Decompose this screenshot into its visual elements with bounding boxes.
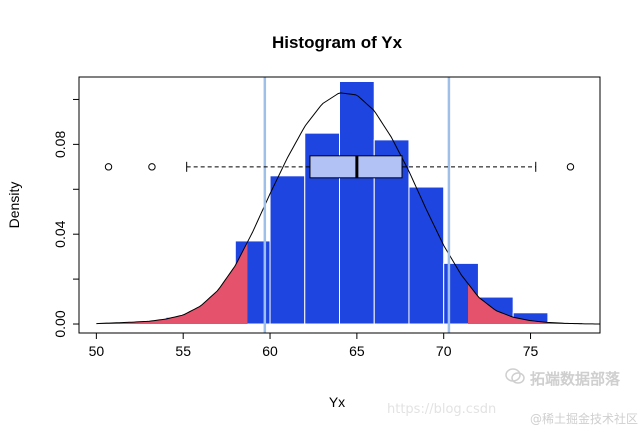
boxplot-outlier-2 [566,163,575,171]
y-tick-label: 0.00 [52,310,68,337]
watermark-url: https://blog.csdn [387,402,497,417]
lower-tail-shade [96,242,248,325]
watermark-brand: 拓端数据部落 [530,370,621,388]
wechat-logo-icon [505,368,525,384]
chart-title: Histogram of Yx [272,33,403,52]
y-tick-label: 0.04 [52,220,68,247]
x-tick-label: 50 [89,343,105,359]
x-tick-label: 60 [262,343,278,359]
histogram-bar-6 [339,80,375,325]
y-tick-label: 0.08 [52,131,68,158]
histogram-bar-4 [269,175,306,325]
boxplot-outlier-0 [104,163,113,171]
x-tick-label: 55 [175,343,191,359]
x-tick-label: 75 [523,343,539,359]
plot-frame [78,76,601,334]
x-tick-label: 70 [436,343,452,359]
watermark-brand-secondary: @稀土掘金技术社区 [530,412,639,426]
upper-tail-shade [468,283,600,325]
density-curve [96,92,601,325]
boxplot-outlier-1 [148,163,156,171]
x-axis-label: Yx [329,394,345,410]
histogram-bar-8 [408,186,445,325]
y-axis-label: Density [6,182,22,229]
x-tick-label: 65 [349,343,365,359]
plot-area: 50 55 60 65 70 75 0.00 0.04 0.08 [52,76,601,359]
